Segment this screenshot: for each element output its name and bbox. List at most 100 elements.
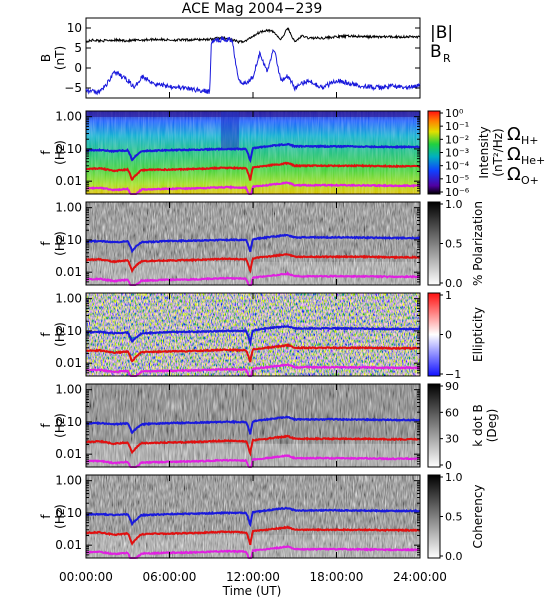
freq-ylabel: f bbox=[39, 332, 53, 337]
colorbar-tick-label: 10⁻⁵ bbox=[445, 173, 469, 186]
colorbar-tick-label: 0.0 bbox=[445, 277, 463, 290]
x-axis-ticklabels: 00:00:00 06:00:00 12:00:00 18:00:00 24:00:00 bbox=[59, 570, 447, 584]
gyro-line-h bbox=[85, 506, 421, 528]
freq-ylabel: f bbox=[39, 423, 53, 428]
panel-ellipticity: 1.00 0.10 0.01 f (Hz) 1 0 −1 Ellipticity bbox=[39, 289, 485, 381]
colorbar-tick-label: 0 bbox=[445, 459, 452, 472]
colorbar-tick-label: 10⁰ bbox=[445, 107, 464, 120]
colorbar-tick-label: 30 bbox=[445, 433, 459, 446]
x-axis-label: Time (UT) bbox=[222, 584, 282, 598]
gyro-line-o bbox=[85, 271, 421, 286]
gyro-line-he bbox=[85, 525, 421, 546]
x-tick-label: 00:00:00 bbox=[59, 570, 113, 584]
colorbar-label: % Polarization bbox=[471, 201, 485, 286]
colorbar-tick-label: 10⁻⁴ bbox=[445, 160, 470, 173]
colorbar-tick-label: 10⁻² bbox=[445, 133, 469, 146]
colorbar-tick-label: 1 bbox=[445, 289, 452, 302]
freq-ytick-label: 1.00 bbox=[55, 110, 82, 124]
legend-omega-h-sub: H+ bbox=[521, 134, 539, 147]
legend-br: B R bbox=[430, 42, 451, 65]
freq-ytick-label: 1.00 bbox=[55, 292, 82, 306]
colorbar-kdotb: 90 60 30 0 k dot B (Deg) bbox=[427, 380, 499, 472]
freq-ytick-label: 0.01 bbox=[55, 356, 82, 370]
colorbar-label: Ellipticity bbox=[471, 307, 485, 362]
gyro-legend: Ω H+ Ω He+ Ω O+ bbox=[507, 124, 545, 187]
panel-intensity: 1.00 0.10 0.01 f (Hz) 10⁰10⁻¹10⁻²10⁻³10⁻⁴10⁻⁵… bbox=[39, 107, 505, 199]
freq-yunit: (Hz) bbox=[53, 231, 67, 256]
freq-ylabel: f bbox=[39, 514, 53, 519]
legend-omega-o-sub: O+ bbox=[521, 174, 539, 187]
legend-br-sub: R bbox=[443, 52, 451, 65]
gyro-line-he bbox=[85, 252, 421, 274]
colorbar-polarization: 1.0 0.5 0.0 % Polarization bbox=[427, 198, 485, 290]
x-tick-label: 18:00:00 bbox=[310, 570, 364, 584]
colorbar-label: k dot B bbox=[471, 404, 485, 446]
colorbar-tick-label: 10⁻³ bbox=[445, 147, 469, 160]
b-field-ytick-label: 5 bbox=[74, 41, 82, 55]
b-field-ylabel: B bbox=[39, 54, 53, 62]
gyro-line-h bbox=[86, 415, 421, 435]
colorbar-tick-label: 0.0 bbox=[445, 550, 463, 563]
freq-ytick-label: 0.10 bbox=[55, 324, 82, 338]
gyro-line-o bbox=[85, 363, 421, 377]
freq-ytick-label: 1.00 bbox=[55, 474, 82, 488]
freq-ylabel: f bbox=[39, 241, 53, 246]
panel-coherency: 1.00 0.10 0.01 f (Hz) 1.0 0.5 0.0 Coherency bbox=[39, 471, 485, 563]
colorbar-coherency: 1.0 0.5 0.0 Coherency bbox=[427, 471, 485, 563]
freq-ytick-label: 0.10 bbox=[55, 506, 82, 520]
freq-yunit: (Hz) bbox=[53, 413, 67, 438]
freq-ytick-label: 0.10 bbox=[55, 415, 82, 429]
gyro-line-o bbox=[85, 545, 421, 560]
freq-ytick-label: 0.10 bbox=[55, 233, 82, 247]
b-field-ytick-label: 10 bbox=[67, 21, 82, 35]
gyro-line-o bbox=[85, 454, 421, 468]
colorbar-ellipticity: 1 0 −1 Ellipticity bbox=[427, 289, 485, 381]
legend-omega-he: Ω bbox=[507, 144, 521, 165]
freq-ytick-label: 0.01 bbox=[55, 538, 82, 552]
colorbar-tick-label: 0 bbox=[445, 329, 452, 342]
colorbar-tick-label: 60 bbox=[445, 406, 459, 419]
freq-ytick-label: 0.01 bbox=[55, 174, 82, 188]
figure-title: ACE Mag 2004−239 bbox=[182, 1, 322, 17]
b-field-ytick-label: −5 bbox=[64, 81, 82, 95]
colorbar-tick-label: 0.5 bbox=[445, 238, 463, 251]
gyro-line-he bbox=[85, 434, 421, 457]
legend-omega-o: Ω bbox=[507, 164, 521, 185]
colorbar-label: Coherency bbox=[471, 484, 485, 548]
colorbar-label: Intensity bbox=[477, 126, 491, 178]
b-field-yunit: (nT) bbox=[53, 46, 67, 70]
legend-br-text: B bbox=[430, 42, 442, 62]
gyro-line-h bbox=[85, 325, 421, 347]
gyro-line-he bbox=[86, 343, 421, 363]
colorbar-tick-label: 0.5 bbox=[445, 511, 463, 524]
gyro-line-h bbox=[85, 233, 421, 254]
colorbar-tick-label: 10⁻⁶ bbox=[445, 186, 470, 199]
b-field-ytick-label: 0 bbox=[74, 61, 82, 75]
freq-yunit: (Hz) bbox=[53, 504, 67, 529]
x-tick-label: 12:00:00 bbox=[226, 570, 280, 584]
panel-b-field: 10 5 0 −5 B (nT) |B| B R bbox=[39, 17, 453, 99]
gyro-line-h bbox=[85, 142, 421, 164]
freq-yunit: (Hz) bbox=[53, 322, 67, 347]
colorbar-tick-label: 10⁻¹ bbox=[445, 120, 469, 133]
freq-ytick-label: 1.00 bbox=[55, 383, 82, 397]
b-field-yticks: 10 5 0 −5 bbox=[64, 21, 421, 98]
colorbar-unit: (nT²/Hz) bbox=[491, 128, 505, 176]
freq-ytick-label: 0.01 bbox=[55, 447, 82, 461]
colorbar-tick-label: −1 bbox=[445, 368, 461, 381]
series-br-line bbox=[85, 35, 421, 96]
gyro-line-o bbox=[85, 181, 421, 195]
x-tick-label: 24:00:00 bbox=[393, 570, 447, 584]
series-absb-line bbox=[85, 27, 421, 45]
freq-ylabel: f bbox=[39, 150, 53, 155]
x-tick-label: 06:00:00 bbox=[143, 570, 197, 584]
freq-ytick-label: 1.00 bbox=[55, 201, 82, 215]
colorbar-unit: (Deg) bbox=[485, 409, 499, 443]
panel-polarization: 1.00 0.10 0.01 f (Hz) 1.0 0.5 0.0 % Polarization bbox=[39, 198, 485, 290]
freq-ytick-label: 0.10 bbox=[55, 142, 82, 156]
freq-yunit: (Hz) bbox=[53, 140, 67, 165]
freq-ytick-label: 0.01 bbox=[55, 265, 82, 279]
legend-absb: |B| bbox=[430, 23, 453, 43]
